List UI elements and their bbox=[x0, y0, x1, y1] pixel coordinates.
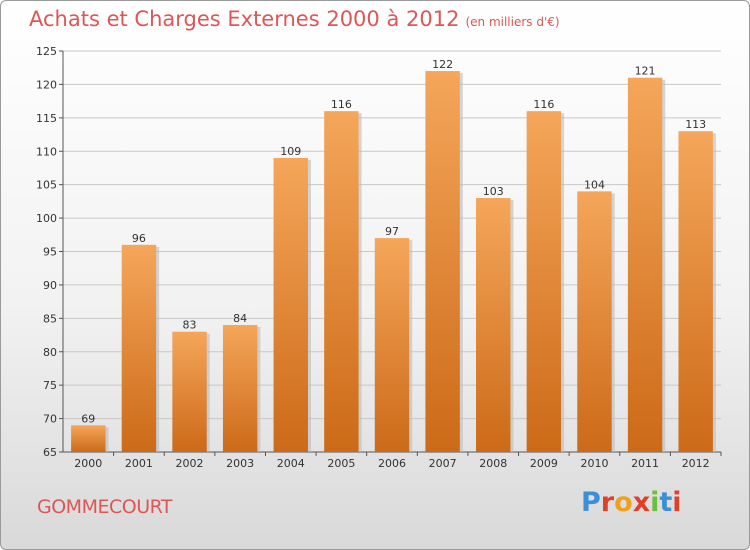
y-tick-label: 75 bbox=[43, 379, 57, 392]
x-tick-label: 2002 bbox=[176, 457, 204, 470]
data-label: 103 bbox=[483, 185, 504, 198]
logo-letter: x bbox=[632, 487, 651, 518]
chart-title: Achats et Charges Externes 2000 à 2012 (e… bbox=[29, 7, 560, 31]
x-tick-label: 2008 bbox=[479, 457, 507, 470]
data-label: 122 bbox=[432, 58, 453, 71]
bar bbox=[273, 157, 308, 452]
y-tick-label: 90 bbox=[43, 279, 57, 292]
bar bbox=[476, 198, 511, 452]
bar bbox=[678, 131, 713, 452]
bar bbox=[324, 111, 359, 453]
bar bbox=[627, 77, 663, 452]
x-tick-label: 2004 bbox=[277, 457, 305, 470]
bar bbox=[121, 244, 157, 452]
data-label: 97 bbox=[385, 225, 399, 238]
city-name: GOMMECOURT bbox=[37, 496, 173, 518]
bar bbox=[425, 71, 460, 453]
data-label: 113 bbox=[685, 118, 706, 131]
data-label: 116 bbox=[331, 98, 352, 111]
bar bbox=[526, 111, 562, 453]
y-tick-label: 105 bbox=[36, 179, 57, 192]
logo-letter: t bbox=[659, 487, 673, 518]
y-tick-label: 125 bbox=[36, 45, 57, 58]
x-tick-label: 2007 bbox=[429, 457, 457, 470]
x-tick-label: 2001 bbox=[125, 457, 153, 470]
logo-letter: r bbox=[600, 487, 615, 518]
x-tick-label: 2000 bbox=[74, 457, 102, 470]
logo-letter: P bbox=[581, 487, 601, 518]
data-label: 116 bbox=[533, 98, 554, 111]
bar bbox=[71, 425, 106, 452]
x-tick-label: 2003 bbox=[226, 457, 254, 470]
bar bbox=[172, 331, 207, 452]
y-tick-label: 115 bbox=[36, 112, 57, 125]
data-label: 109 bbox=[280, 145, 301, 158]
x-tick-label: 2009 bbox=[530, 457, 558, 470]
data-label: 121 bbox=[635, 65, 656, 78]
logo-letter: i bbox=[650, 487, 660, 518]
x-tick-label: 2012 bbox=[682, 457, 710, 470]
chart-title-text: Achats et Charges Externes 2000 à 2012 bbox=[29, 7, 460, 31]
y-tick-label: 95 bbox=[43, 246, 57, 259]
bar bbox=[222, 325, 258, 452]
data-label: 96 bbox=[132, 232, 146, 245]
bar bbox=[577, 191, 612, 452]
x-tick-label: 2005 bbox=[327, 457, 355, 470]
y-tick-label: 100 bbox=[36, 212, 57, 225]
logo-letter: i bbox=[672, 487, 682, 518]
data-label: 69 bbox=[81, 412, 95, 425]
y-tick-label: 120 bbox=[36, 78, 57, 91]
x-tick-label: 2011 bbox=[631, 457, 659, 470]
data-label: 104 bbox=[584, 178, 605, 191]
x-tick-label: 2010 bbox=[580, 457, 608, 470]
y-tick-label: 65 bbox=[43, 446, 57, 459]
y-tick-label: 110 bbox=[36, 145, 57, 158]
y-tick-label: 85 bbox=[43, 312, 57, 325]
data-label: 84 bbox=[233, 312, 247, 325]
y-tick-label: 80 bbox=[43, 346, 57, 359]
x-tick-label: 2006 bbox=[378, 457, 406, 470]
logo-letter: o bbox=[614, 487, 633, 518]
y-tick-label: 70 bbox=[43, 413, 57, 426]
proxiti-logo: Proxiti bbox=[581, 487, 682, 518]
data-label: 83 bbox=[183, 319, 197, 332]
labels: 65 70 75 80 85 90 95 100 105 110 115 120 125 2000 69 20… bbox=[36, 45, 710, 470]
chart-unit: (en milliers d'€) bbox=[465, 15, 560, 29]
bars bbox=[71, 71, 716, 453]
bar bbox=[374, 238, 410, 452]
